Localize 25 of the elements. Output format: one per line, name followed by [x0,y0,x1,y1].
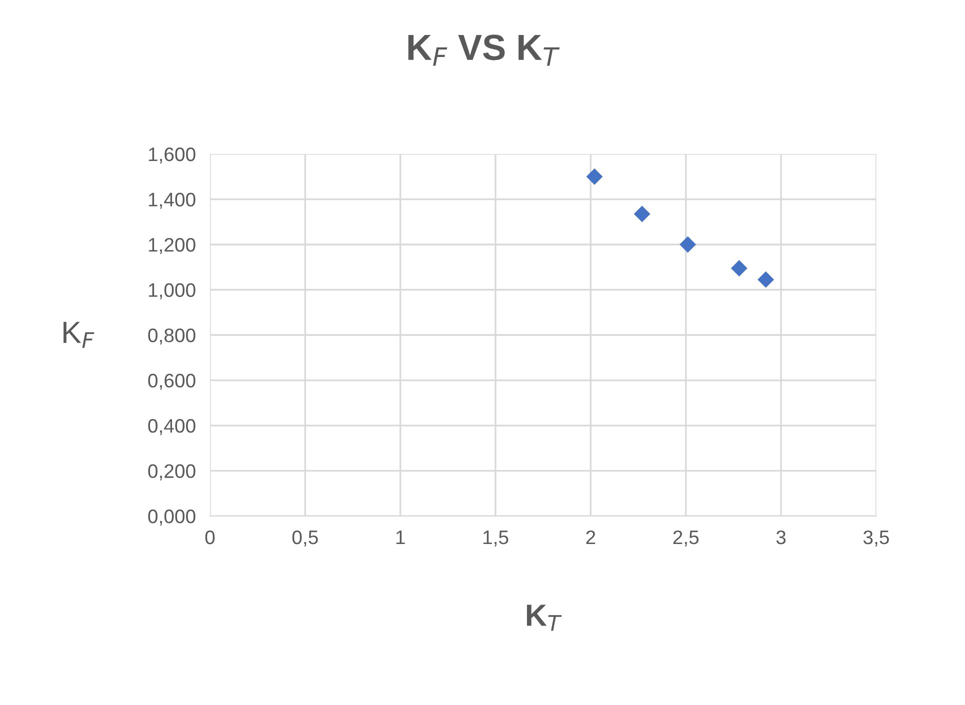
y-tick-label: 0,800 [148,328,196,345]
y-tick-label: 0,400 [148,419,196,436]
point [586,168,603,185]
x-tick-label: 1 [396,530,405,544]
y-tick-label: 1,200 [148,238,196,254]
point [634,206,650,222]
chart-title: K$_{F}$ VS K$_{T}$ [408,34,560,66]
point [680,236,696,253]
x-axis-title: K$_{T}$ [526,604,562,631]
x-tick-label: 0,5 [292,530,318,547]
x-tick-label: 2 [586,530,596,544]
x-tick-label: 2,5 [673,530,699,547]
y-tick-label: 1,600 [148,147,196,164]
x-tick-label: 3,5 [863,530,889,547]
x-tick-label: 1,5 [483,530,508,547]
point [758,271,774,288]
y-tick-label: 0,600 [148,374,196,390]
x-tick-label: 0 [205,530,215,544]
y-axis-title: K$_{F}$ [64,322,94,348]
x-tick-label: 3 [776,530,786,544]
point [730,260,748,276]
y-tick-label: 1,000 [148,283,196,300]
y-tick-label: 0,200 [148,464,196,480]
y-tick-label: 0,000 [148,510,196,526]
y-tick-label: 1,400 [148,192,196,209]
